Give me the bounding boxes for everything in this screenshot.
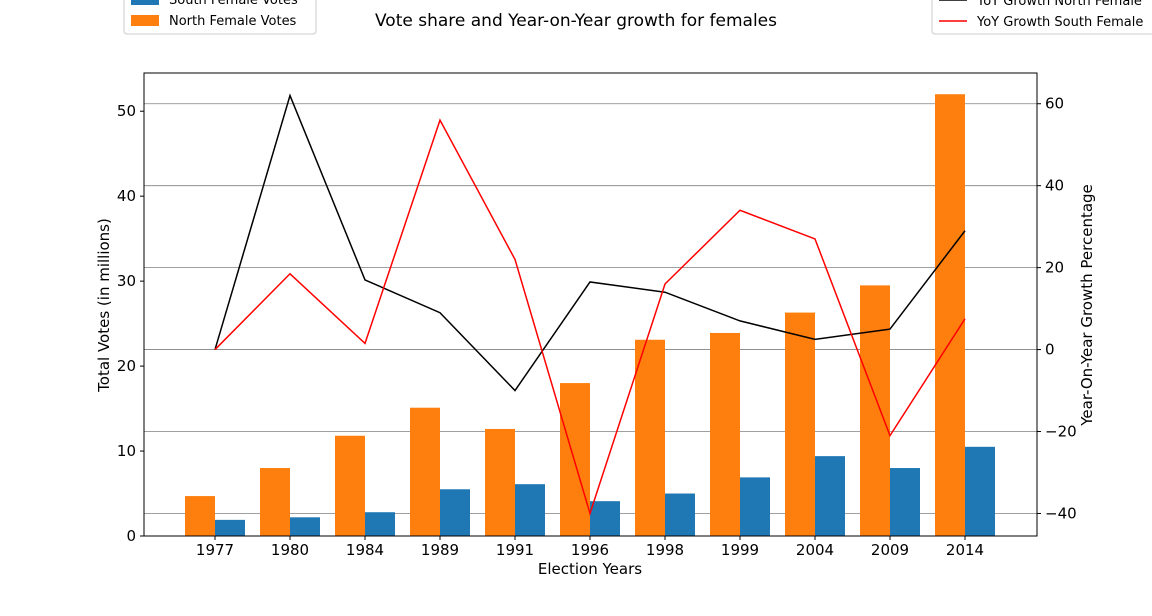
x-tick-label: 1991 (496, 541, 534, 559)
bar-north-female (635, 339, 665, 536)
y2-tick-label: 60 (1045, 95, 1064, 113)
y2-tick-label: −40 (1045, 504, 1077, 522)
bar-north-female (260, 468, 290, 536)
y2-tick-label: 40 (1045, 177, 1064, 195)
x-tick-label: 2009 (871, 541, 909, 559)
bar-north-female (785, 312, 815, 536)
x-tick-label: 1999 (721, 541, 759, 559)
bar-south-female (215, 519, 245, 536)
legend-box (123, 0, 317, 35)
bar-south-female (740, 477, 770, 536)
bar-south-female (815, 456, 845, 536)
chart-title: Vote share and Year-on-Year growth for f… (375, 11, 777, 31)
y2-axis-label: Year-On-Year Growth Percentage (1078, 184, 1096, 427)
y-tick-label: 40 (117, 187, 136, 205)
bar-north-female (410, 407, 440, 536)
legend-label: YoY Growth North Female (976, 0, 1142, 9)
bar-south-female (965, 446, 995, 536)
growth-lines (214, 93, 966, 516)
y-tick-label: 30 (117, 272, 136, 290)
bar-south-female (365, 512, 395, 536)
y-tick-label: 10 (117, 442, 136, 460)
y-tick-label: 50 (117, 102, 136, 120)
y-axis-left: 0 10 20 30 40 50 (117, 102, 144, 545)
legend-box (931, 0, 1152, 35)
bar-north-female (935, 94, 965, 537)
bar-south-female (665, 493, 695, 536)
x-tick-label: 1980 (271, 541, 309, 559)
bar-south-female (440, 489, 470, 536)
x-axis-label: Election Years (538, 560, 642, 578)
line-yoy-north-female (214, 93, 966, 392)
legend-label: YoY Growth South Female (976, 15, 1143, 30)
y-axis-right: −40 −20 0 20 40 60 (1037, 95, 1077, 522)
x-tick-label: 1996 (571, 541, 609, 559)
y2-tick-label: 20 (1045, 259, 1064, 277)
x-tick-label: 1989 (421, 541, 459, 559)
y-tick-label: 20 (117, 357, 136, 375)
y-tick-label: 0 (126, 527, 136, 545)
grid-lines (144, 103, 1037, 514)
bar-south-female (515, 484, 545, 536)
legend-swatch (131, 0, 159, 5)
bar-north-female (710, 332, 740, 536)
x-tick-label: 1998 (646, 541, 684, 559)
bar-north-female (485, 428, 515, 536)
bar-north-female (560, 383, 590, 536)
x-tick-label: 2004 (796, 541, 834, 559)
x-tick-label: 2014 (946, 541, 984, 559)
y-axis-label: Total Votes (in millions) (95, 218, 113, 393)
legend-bars: South Female Votes North Female Votes (123, 0, 317, 35)
bar-south-female (890, 468, 920, 536)
legend-swatch (131, 15, 159, 26)
x-axis: 1977 1980 1984 1989 1991 1996 1998 1999 2004 2009… (196, 536, 984, 559)
bar-south-female (590, 501, 620, 536)
legend-lines: YoY Growth North Female YoY Growth South … (931, 0, 1152, 35)
bar-south-female (290, 517, 320, 536)
bar-north-female (185, 496, 215, 536)
line-yoy-south-female (214, 118, 966, 516)
legend-label: South Female Votes (169, 0, 298, 8)
x-tick-label: 1977 (196, 541, 234, 559)
y2-tick-label: 0 (1045, 341, 1055, 359)
y2-tick-label: −20 (1045, 423, 1077, 441)
bars (185, 94, 995, 537)
bar-north-female (335, 435, 365, 536)
x-tick-label: 1984 (346, 541, 384, 559)
bar-north-female (860, 285, 890, 536)
legend-label: North Female Votes (169, 14, 297, 29)
